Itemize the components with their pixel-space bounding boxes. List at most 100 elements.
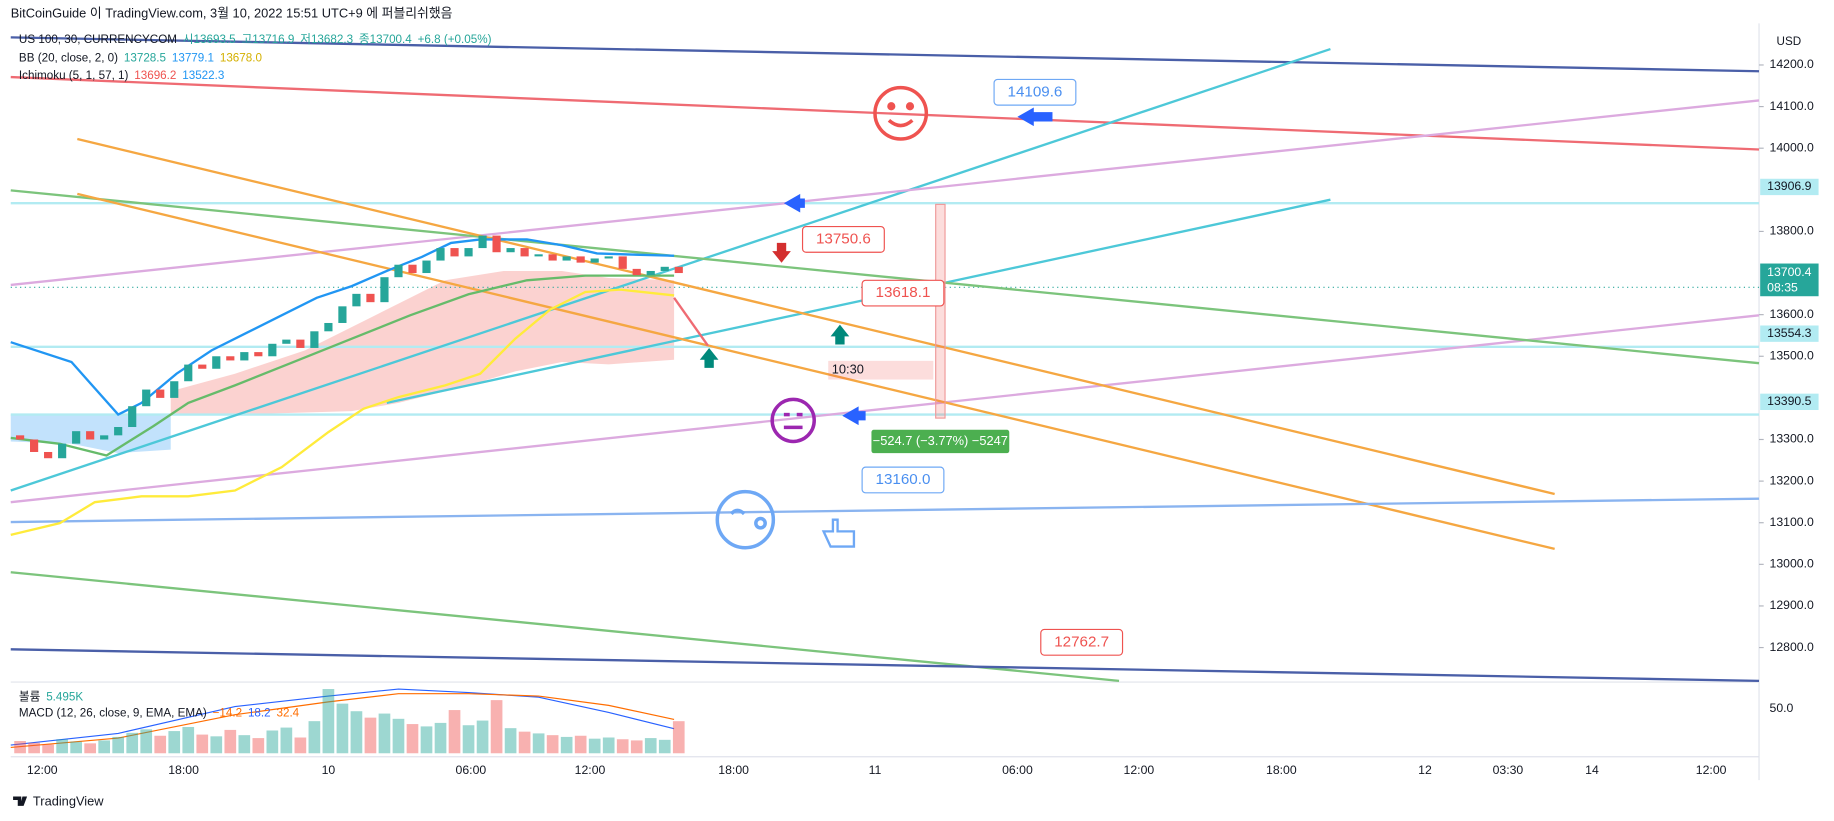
candle-body	[618, 256, 627, 269]
volume-bar	[28, 742, 40, 754]
price-badge	[1760, 325, 1819, 342]
candle-body	[408, 264, 417, 274]
candle-body	[632, 268, 641, 276]
volume-bar	[168, 731, 181, 754]
volume-bar	[406, 724, 419, 754]
price-tick-label: 13300.0	[1770, 432, 1814, 446]
time-label: 06:00	[1002, 763, 1033, 777]
volume-bar	[350, 711, 363, 754]
candle-body	[30, 439, 39, 452]
volume-bar	[644, 738, 657, 754]
price-tick-label: 14200.0	[1770, 57, 1814, 71]
volume-bar	[308, 721, 321, 754]
volume-bar	[434, 722, 447, 754]
volume-bar	[224, 729, 237, 754]
face-icon	[715, 489, 776, 550]
volume-bar	[266, 730, 279, 754]
volume-bar	[210, 736, 223, 754]
time-label: 03:30	[1493, 763, 1524, 777]
legend-item: 13678.0	[220, 51, 263, 64]
last-badge	[1760, 263, 1819, 297]
candle-body	[394, 264, 403, 278]
bb-upper	[10, 238, 675, 417]
candle-body	[548, 254, 557, 261]
candle-body	[128, 406, 137, 428]
price-tick-label: 13200.0	[1770, 473, 1814, 487]
candle-body	[142, 389, 151, 407]
measure-label: −524.7 (−3.77%) −5247	[873, 433, 1008, 448]
candle-body	[310, 331, 319, 348]
drawing-label: 13750.6	[816, 230, 871, 247]
candle-body	[478, 235, 487, 249]
label-box	[1040, 628, 1124, 656]
candle-body	[282, 339, 291, 344]
legend-item: 13779.1	[172, 51, 214, 64]
time-box: 10:30	[832, 362, 864, 377]
candle-body	[366, 293, 375, 303]
bb-basis	[10, 274, 675, 457]
price-tick-label: 13500.0	[1770, 349, 1814, 363]
measure-range	[935, 203, 946, 419]
price-tick-label: 13000.0	[1770, 557, 1814, 571]
candle-body	[184, 364, 193, 382]
time-label: 12:00	[1696, 763, 1727, 777]
volume-bar	[364, 717, 377, 754]
volume-bar	[294, 737, 307, 754]
candle-body	[170, 381, 179, 398]
trend-line	[77, 137, 1555, 496]
volume-bar	[504, 728, 517, 754]
volume-bar	[476, 720, 489, 754]
volume-bar	[490, 700, 503, 754]
trend-line	[10, 314, 1760, 504]
volume-bar	[56, 739, 68, 754]
legend-item: −14.2	[213, 707, 243, 720]
candle-body	[338, 306, 347, 323]
drawing-label: 14109.6	[1008, 83, 1063, 100]
volume-bar	[672, 721, 685, 754]
volume-bar	[448, 710, 461, 754]
volume-bar	[546, 735, 559, 754]
legend: US 100, 30, CURRENCYCOM 시13693.5 고13716.9 저…	[19, 33, 492, 720]
legend-item: BB (20, close, 2, 0)	[19, 51, 118, 64]
header-title: BitCoinGuide 이 TradingView.com, 3월 10, 2…	[11, 5, 453, 20]
candle-body	[674, 266, 683, 274]
volume-bar	[574, 735, 587, 754]
price-badge	[1760, 178, 1819, 196]
candle-body	[352, 293, 361, 307]
volume-bar	[14, 741, 26, 754]
candle-body	[492, 235, 501, 253]
candle-body	[422, 260, 431, 274]
volume-bar	[420, 726, 433, 754]
legend-item: US 100, 30, CURRENCYCOM	[19, 33, 177, 46]
candle-body	[212, 356, 221, 369]
volume-bar	[238, 735, 251, 754]
candle-body	[436, 248, 445, 261]
candle-body	[380, 277, 389, 303]
volume-bar	[42, 744, 54, 754]
time-label: 06:00	[456, 763, 487, 777]
volume-bar	[70, 741, 82, 754]
price-tick-label: 12900.0	[1770, 598, 1814, 612]
candle-body	[450, 248, 459, 257]
volume-bar	[126, 732, 139, 754]
time-label: 12:00	[1124, 763, 1155, 777]
candle-body	[58, 443, 67, 459]
price-badge-label: 13906.9	[1767, 179, 1811, 193]
candle-body	[44, 451, 53, 459]
volume-bar	[392, 718, 405, 754]
signal-line	[10, 693, 675, 749]
label-box	[861, 466, 945, 494]
time-label: 12:00	[27, 763, 58, 777]
price-tick-label: 13800.0	[1770, 224, 1814, 238]
drawing-label: 12762.7	[1054, 633, 1109, 650]
volume-bar	[112, 736, 125, 754]
legend-item: 13728.5	[124, 51, 166, 64]
label-box	[861, 279, 945, 307]
candle-body	[254, 352, 263, 357]
volume-bar	[602, 737, 615, 754]
volume-tick-label: 50.0	[1770, 701, 1794, 715]
legend-item: 저13682.3	[300, 33, 353, 46]
price-tick-label: 13600.0	[1770, 307, 1814, 321]
drawing-label: 13160.0	[876, 471, 931, 488]
